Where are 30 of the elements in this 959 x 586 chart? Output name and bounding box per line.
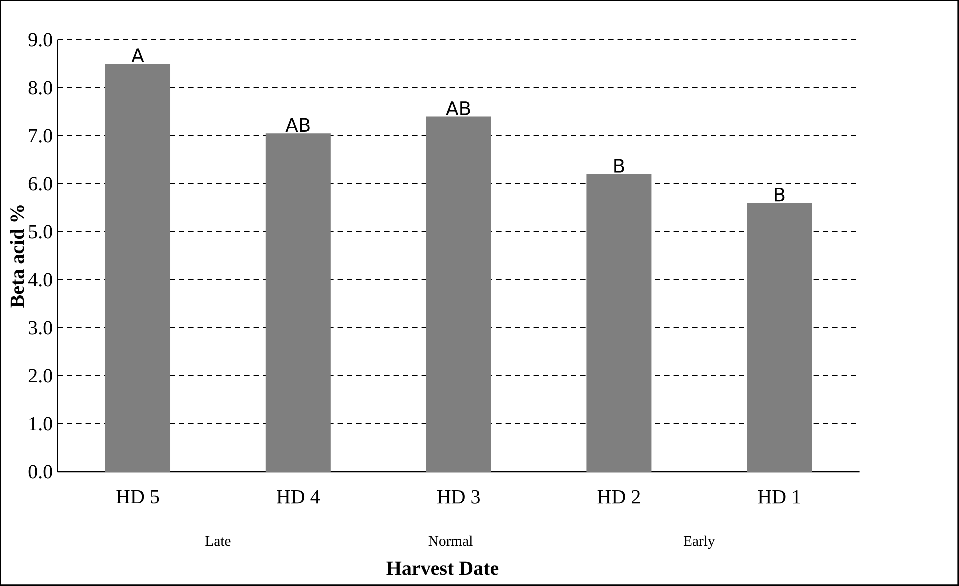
x-tick-label: HD 1 <box>758 490 800 504</box>
y-axis-title: Beta acid % <box>10 206 24 308</box>
y-tick-label: 0.0 <box>28 465 52 479</box>
x-tick-label: HD 5 <box>116 490 160 504</box>
x-tick-label: HD 4 <box>277 490 320 504</box>
bar <box>266 134 331 472</box>
bar <box>747 203 812 472</box>
x-axis-title: Harvest Date <box>386 562 499 576</box>
y-tick-label: 1.0 <box>30 417 52 431</box>
x-tick-label: HD 2 <box>598 490 640 504</box>
y-tick-label: 3.0 <box>29 321 52 335</box>
annotation: AB <box>286 118 310 132</box>
text: Normal <box>428 536 473 546</box>
text: Early <box>684 536 716 550</box>
y-tick-label: 7.0 <box>29 129 52 143</box>
text: Late <box>206 536 231 546</box>
y-tick-label: 9.0 <box>28 33 52 47</box>
x-tick-label: HD 3 <box>437 490 480 504</box>
annotation: B <box>775 188 785 202</box>
y-tick-label: 8.0 <box>28 81 52 95</box>
bar <box>106 64 171 472</box>
y-tick-label: 6.0 <box>28 177 52 191</box>
annotation: B <box>614 159 624 173</box>
annotation: A <box>132 48 144 62</box>
y-tick-label: 5.0 <box>29 225 52 239</box>
y-tick-label: 2.0 <box>28 369 52 383</box>
bar <box>586 174 652 472</box>
y-tick-label: 4.0 <box>28 273 52 287</box>
bar <box>426 116 492 472</box>
annotation: AB <box>446 102 470 116</box>
